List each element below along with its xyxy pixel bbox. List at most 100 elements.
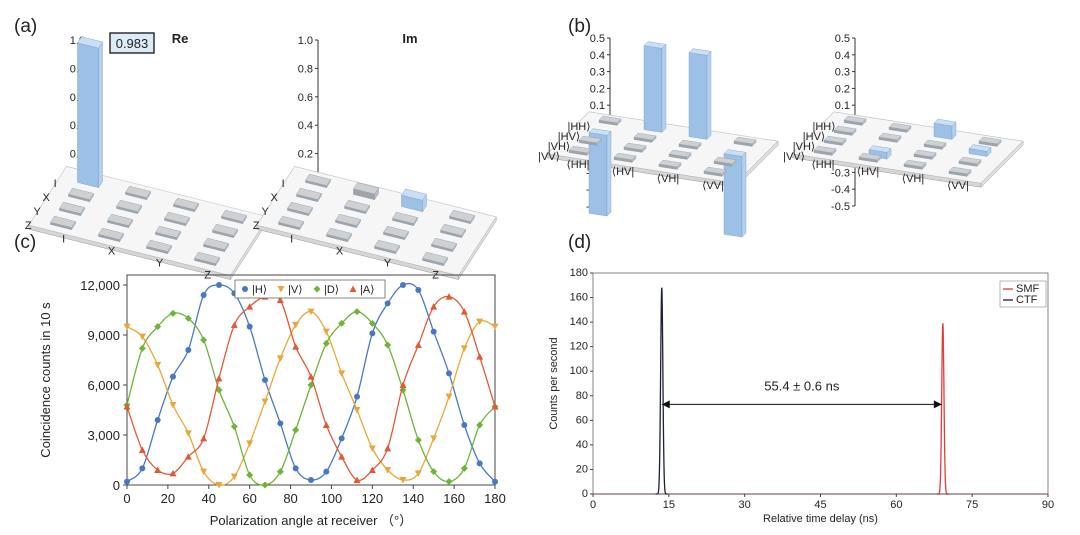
series-point-3 xyxy=(154,466,162,473)
bar-1-0 xyxy=(68,187,94,203)
bar-top xyxy=(933,118,957,127)
series-point-0 xyxy=(415,287,422,293)
series-point-1 xyxy=(200,468,208,476)
bar-top xyxy=(374,239,400,252)
series-point-3 xyxy=(276,296,284,303)
legend-label: |V⟩ xyxy=(288,284,303,296)
series-point-2 xyxy=(184,314,192,322)
y-tick-label: 40 xyxy=(576,439,588,451)
bar-top xyxy=(868,145,892,153)
col-label: I xyxy=(290,233,293,245)
bar-top xyxy=(278,215,304,228)
bar-top xyxy=(155,225,181,238)
series-point-3 xyxy=(414,341,422,348)
series-point-1 xyxy=(322,328,330,336)
row-label: I xyxy=(54,178,57,190)
bar-top xyxy=(598,115,622,124)
bar-top xyxy=(643,41,667,49)
series-point-1 xyxy=(184,430,192,437)
z-tick-label: -0.5 xyxy=(831,201,850,213)
series-point-2 xyxy=(430,468,438,476)
z-tick-label: 0.2 xyxy=(835,83,850,95)
series-point-0 xyxy=(185,347,192,353)
bar-top xyxy=(401,188,427,201)
bar-top xyxy=(203,237,229,250)
bar-face xyxy=(688,52,708,140)
series-point-3 xyxy=(460,308,468,315)
bar-3-0 xyxy=(278,215,304,231)
y-tick-label: 12,000 xyxy=(80,278,120,293)
x-tick-label: 160 xyxy=(443,491,465,506)
row-label: |HH⟩ xyxy=(812,121,835,133)
bar-face xyxy=(77,42,99,188)
bar-2-2 xyxy=(155,225,181,241)
bar-3-1 xyxy=(613,152,637,163)
bar-top xyxy=(107,213,133,226)
row-label: Y xyxy=(34,206,42,218)
series-point-3 xyxy=(200,434,208,442)
bar-1-2 xyxy=(678,139,702,150)
series-line-2 xyxy=(126,311,496,486)
chart-d-time-delay: 0 15 30 45 60 75 90 0 20 40 60 80 100 120 140 160 180 Rel… xyxy=(548,267,1054,525)
bar-top xyxy=(305,173,331,186)
series-point-3 xyxy=(384,444,392,452)
x-tick-label: 40 xyxy=(202,491,216,506)
x-axis-label: Relative time delay (ns) xyxy=(763,513,878,525)
plot-frame xyxy=(126,274,496,486)
bar-0-3 xyxy=(449,209,475,225)
series-point-0 xyxy=(246,323,253,330)
bar-2-3 xyxy=(958,156,982,167)
bar-0-1 xyxy=(643,41,667,133)
bar-2-1 xyxy=(107,213,133,229)
series-point-3 xyxy=(491,403,499,410)
bar-top xyxy=(173,197,199,210)
bar-0-1 xyxy=(888,122,912,133)
bar-face xyxy=(588,132,608,217)
row-label: |VV⟩ xyxy=(538,151,560,163)
legend-marker xyxy=(313,285,321,293)
y-axis-label: Counts per second xyxy=(548,337,560,429)
y-tick-label: 120 xyxy=(570,341,588,353)
bar-1-0 xyxy=(833,125,857,136)
bar-top xyxy=(98,227,124,240)
bar-1-1 xyxy=(344,199,370,215)
bar-3-0 xyxy=(813,145,837,156)
series-point-3 xyxy=(322,421,330,428)
col-label: ⟨HV| xyxy=(857,166,879,178)
x-tick-label: 100 xyxy=(321,491,343,506)
bar-2-2 xyxy=(383,225,409,241)
z-tick-label: 0.8 xyxy=(298,63,313,75)
y-tick-label: 60 xyxy=(576,414,588,426)
z-tick-label: 0.1 xyxy=(835,100,850,112)
col-label: Y xyxy=(384,257,392,269)
series-point-1 xyxy=(215,482,223,489)
series-point-2 xyxy=(460,464,468,472)
bar-top xyxy=(146,239,172,252)
z-tick-label: 0.5 xyxy=(835,33,850,45)
y-tick-label: 0 xyxy=(113,478,120,493)
series-point-1 xyxy=(169,402,177,409)
value-annotation-box xyxy=(109,32,155,54)
bar-3-3 xyxy=(194,251,220,267)
bar-top xyxy=(221,209,247,222)
bar-2-3 xyxy=(713,156,737,167)
bar-top xyxy=(326,227,352,240)
bar-2-0 xyxy=(287,201,313,217)
series-point-1 xyxy=(292,322,300,329)
series-point-2 xyxy=(138,344,146,352)
legend-label: |D⟩ xyxy=(324,284,339,296)
bar-top xyxy=(335,213,361,226)
delay-annotation: 55.4 ± 0.6 ns xyxy=(764,378,840,393)
series-point-1 xyxy=(491,323,499,331)
series-point-2 xyxy=(292,426,300,434)
bar-1-2 xyxy=(923,139,947,150)
bar-top xyxy=(668,149,692,158)
row-label: |VV⟩ xyxy=(783,151,805,163)
y-tick-label: 9,000 xyxy=(87,328,120,343)
series-point-3 xyxy=(123,403,131,410)
series-point-0 xyxy=(354,393,360,400)
series-point-0 xyxy=(492,478,498,485)
bar-face xyxy=(723,153,743,238)
series-point-1 xyxy=(138,333,146,341)
chart-c-polarization: 0 20 40 60 80 100 120 140 160 180 0 3,000 6,000 9,000… xyxy=(38,274,506,528)
